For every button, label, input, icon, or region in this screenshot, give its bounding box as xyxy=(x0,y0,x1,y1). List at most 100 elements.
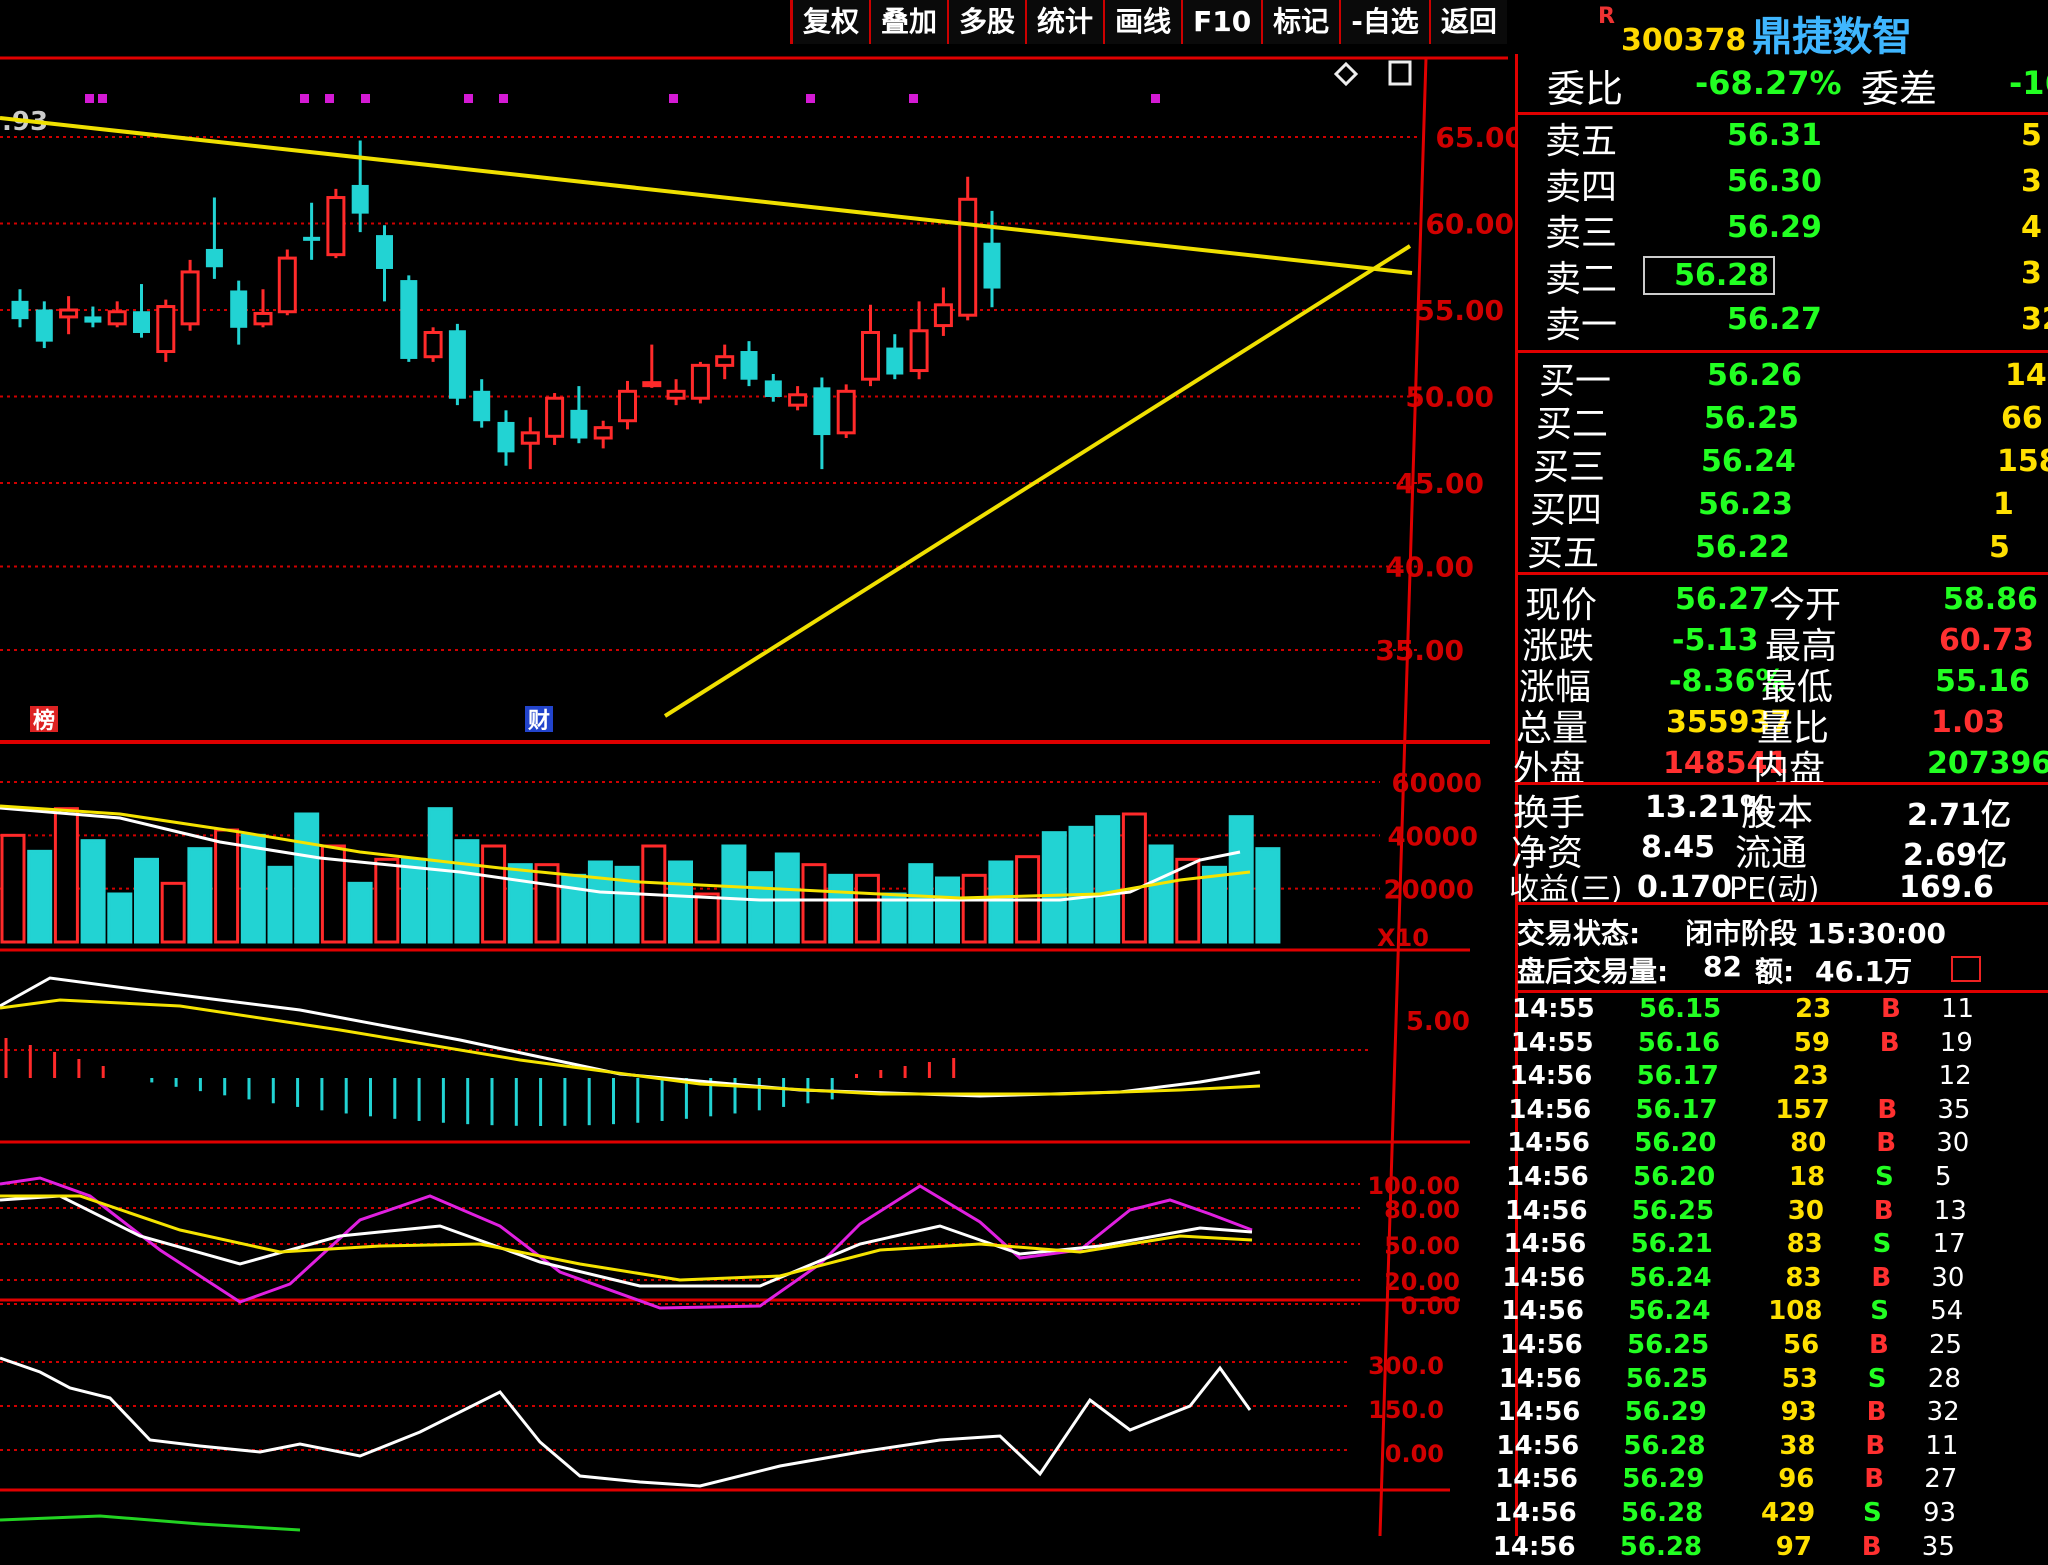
trade-status-label: 交易状态: xyxy=(1517,917,1641,950)
tick-volume: 157 xyxy=(1775,1094,1830,1125)
buy-level-volume: 14 xyxy=(2005,358,2047,393)
volume-unit-label: X10 xyxy=(1377,924,1429,952)
divider xyxy=(1515,902,2048,905)
tick-volume: 83 xyxy=(1785,1262,1822,1293)
fund-label-2: 股本 xyxy=(1741,793,1814,834)
tick-price: 56.20 xyxy=(1634,1128,1717,1159)
volume-bar xyxy=(694,892,720,944)
tick-time: 14:56 xyxy=(1502,1262,1586,1293)
divider xyxy=(1515,350,2048,353)
candle-body xyxy=(813,387,831,436)
signal-dot xyxy=(1151,94,1160,103)
r-mark: R xyxy=(1598,4,1615,29)
fund-value-2: 2.69亿 xyxy=(1903,838,2008,873)
tick-count: 54 xyxy=(1930,1296,1964,1327)
volume-ma-yellow xyxy=(0,804,1251,900)
kdj-axis-label: 80.00 xyxy=(1384,1196,1460,1224)
quote-label-2: 最高 xyxy=(1765,626,1838,667)
kline-chart-svg[interactable]: 65.0060.0055.0050.0045.0040.0035.00.93榜财… xyxy=(0,0,1515,1536)
volume-bar xyxy=(1068,825,1094,944)
candle-body xyxy=(520,431,540,445)
volume-bar xyxy=(80,839,106,944)
price-axis-label: 50.00 xyxy=(1405,381,1494,414)
panel-divider xyxy=(1515,54,1518,1536)
detail-toggle-icon[interactable] xyxy=(1951,956,1981,982)
tick-count: 30 xyxy=(1931,1262,1965,1293)
cci-axis-label: 0.00 xyxy=(1385,1440,1444,1468)
volume-bar xyxy=(27,849,53,944)
tick-side: B xyxy=(1869,1330,1889,1360)
toolbar-button-2[interactable]: 多股 xyxy=(947,0,1026,44)
candle-body xyxy=(59,308,79,319)
marker-1: 榜 xyxy=(33,708,55,734)
stock-header: R300378 鼎捷数智 xyxy=(1598,4,1912,62)
volume-bar xyxy=(134,857,159,944)
tick-row: 14:55 56.16 59 B 19 xyxy=(1511,1027,2048,1061)
candle-body xyxy=(35,309,53,342)
quote-value-2: 60.73 xyxy=(1939,623,2034,658)
candle-body xyxy=(180,270,200,326)
quote-label-2: 最低 xyxy=(1761,667,1834,708)
extra-indicator-line xyxy=(0,1514,301,1532)
candle-body xyxy=(303,236,321,241)
sell-level-label: 卖五 xyxy=(1545,121,1618,162)
tick-side: S xyxy=(1863,1498,1882,1528)
volume-bar xyxy=(587,860,613,944)
buy-level-label: 买三 xyxy=(1533,447,1606,488)
tick-volume: 59 xyxy=(1793,1027,1830,1058)
signal-dot xyxy=(361,94,370,103)
candle-body xyxy=(497,421,515,453)
buy-level-volume: 5 xyxy=(1989,530,2010,565)
after-hours-vol: 82 xyxy=(1703,950,1742,983)
candle-body xyxy=(133,311,150,333)
price-axis-label: 65.00 xyxy=(1435,121,1515,154)
candle-body xyxy=(230,290,248,328)
quote-value-1: 56.27 xyxy=(1675,582,1770,617)
tick-price: 56.28 xyxy=(1619,1531,1703,1562)
volume-bar xyxy=(187,847,213,944)
weicha-label: 委差 xyxy=(1861,67,1938,111)
after-hours-label: 盘后交易量: xyxy=(1517,955,1669,988)
tick-count: 93 xyxy=(1923,1498,1957,1528)
buy-level-label: 买五 xyxy=(1527,533,1600,574)
candle-body xyxy=(84,316,102,323)
tick-volume: 53 xyxy=(1781,1363,1818,1394)
tick-count: 17 xyxy=(1932,1229,1966,1260)
kdj-axis-label: 20.00 xyxy=(1384,1268,1460,1296)
sell-level-volume: 3 xyxy=(2021,256,2042,291)
tick-count: 5 xyxy=(1935,1162,1952,1192)
candle-body xyxy=(861,330,880,381)
cci-line xyxy=(0,1356,1252,1488)
tick-volume: 108 xyxy=(1768,1296,1823,1327)
tick-count: 30 xyxy=(1936,1128,1970,1159)
toolbar-button-6[interactable]: 标记 xyxy=(1261,0,1340,44)
sell-level-volume: 4 xyxy=(2021,210,2042,245)
tick-side: S xyxy=(1875,1162,1894,1192)
kline-chart-area[interactable]: 65.0060.0055.0050.0045.0040.0035.00.93榜财… xyxy=(0,0,1515,1536)
price-axis-label: 45.00 xyxy=(1395,467,1484,500)
signal-dot xyxy=(325,94,334,103)
toolbar-button-7[interactable]: -自选 xyxy=(1339,0,1429,44)
tick-price: 56.28 xyxy=(1623,1430,1706,1461)
sell-level-label: 卖三 xyxy=(1545,213,1618,254)
tick-count: 28 xyxy=(1927,1363,1961,1394)
price-axis-label: 35.00 xyxy=(1375,634,1464,667)
toolbar-button-5[interactable]: F10 xyxy=(1181,0,1262,44)
volume-bar xyxy=(988,860,1014,944)
tick-volume: 96 xyxy=(1778,1464,1815,1495)
toolbar-button-8[interactable]: 返回 xyxy=(1428,0,1507,44)
toolbar-button-4[interactable]: 画线 xyxy=(1103,0,1182,44)
volume-bar xyxy=(1121,812,1147,944)
candle-body xyxy=(690,363,710,400)
toolbar-button-1[interactable]: 叠加 xyxy=(869,0,948,44)
ascending-trendline xyxy=(663,244,1412,718)
tick-time: 14:56 xyxy=(1501,1296,1584,1327)
toolbar-button-0[interactable]: 复权 xyxy=(790,0,870,44)
tick-time: 14:56 xyxy=(1500,1330,1583,1360)
volume-bar xyxy=(294,812,320,944)
tick-row: 14:56 56.28 38 B 11 xyxy=(1496,1430,2048,1464)
trade-status-value: 闭市阶段 15:30:00 xyxy=(1685,917,1947,950)
fund-value-1: 0.170 xyxy=(1637,870,1732,905)
toolbar-button-3[interactable]: 统计 xyxy=(1025,0,1104,44)
buy-level-volume: 158 xyxy=(1997,444,2048,479)
